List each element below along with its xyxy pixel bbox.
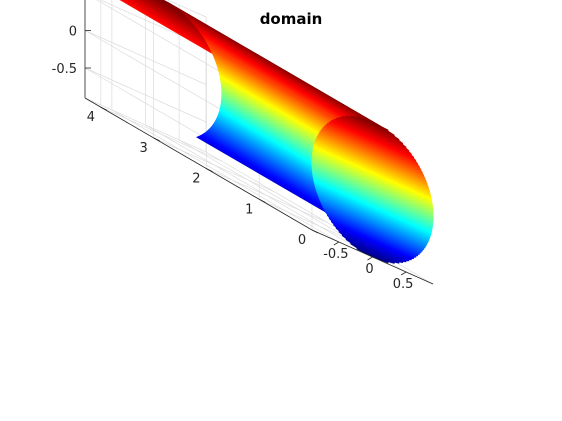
grid-line-y — [206, 168, 328, 223]
y-tick-mark — [153, 137, 160, 142]
y-tick-mark — [206, 168, 213, 172]
cylinder-surface — [119, 0, 434, 264]
y-tick-label: 0 — [298, 233, 306, 248]
grid-line-y — [100, 106, 222, 162]
y-tick-mark — [259, 198, 266, 203]
box-edge — [84, 97, 207, 153]
z-tick-label: -0.5 — [52, 62, 77, 77]
x-tick-mark — [333, 241, 340, 246]
z-tick-label: 0 — [69, 25, 77, 40]
y-tick-label: 4 — [87, 110, 95, 125]
box-edge — [167, 0, 207, 18]
x-tick-mark — [367, 256, 373, 261]
axis-layer: -0.5 0 0.5 0 1 2 3 4 -0.5 0 0.5 — [52, 0, 434, 292]
x-tick-label: 0.5 — [393, 277, 414, 292]
y-tick-label: 2 — [192, 172, 200, 187]
x-tick-label: -0.5 — [323, 247, 348, 262]
grid-line-z — [84, 30, 207, 85]
z-tick-label: 0.5 — [56, 0, 77, 2]
x-tick-mark — [400, 271, 407, 276]
x-tick-label: 0 — [365, 262, 373, 277]
y-tick-label: 1 — [245, 202, 253, 217]
grid-line-x — [111, 109, 340, 243]
chart-title: domain — [260, 10, 323, 28]
y-axis-line — [84, 97, 313, 231]
grid-line-z — [84, 67, 207, 123]
grid-line-y — [153, 137, 275, 193]
end-cap-slice — [356, 115, 389, 132]
y-tick-mark — [311, 229, 319, 234]
y-tick-mark — [100, 106, 108, 111]
y-tick-label: 3 — [139, 141, 147, 156]
